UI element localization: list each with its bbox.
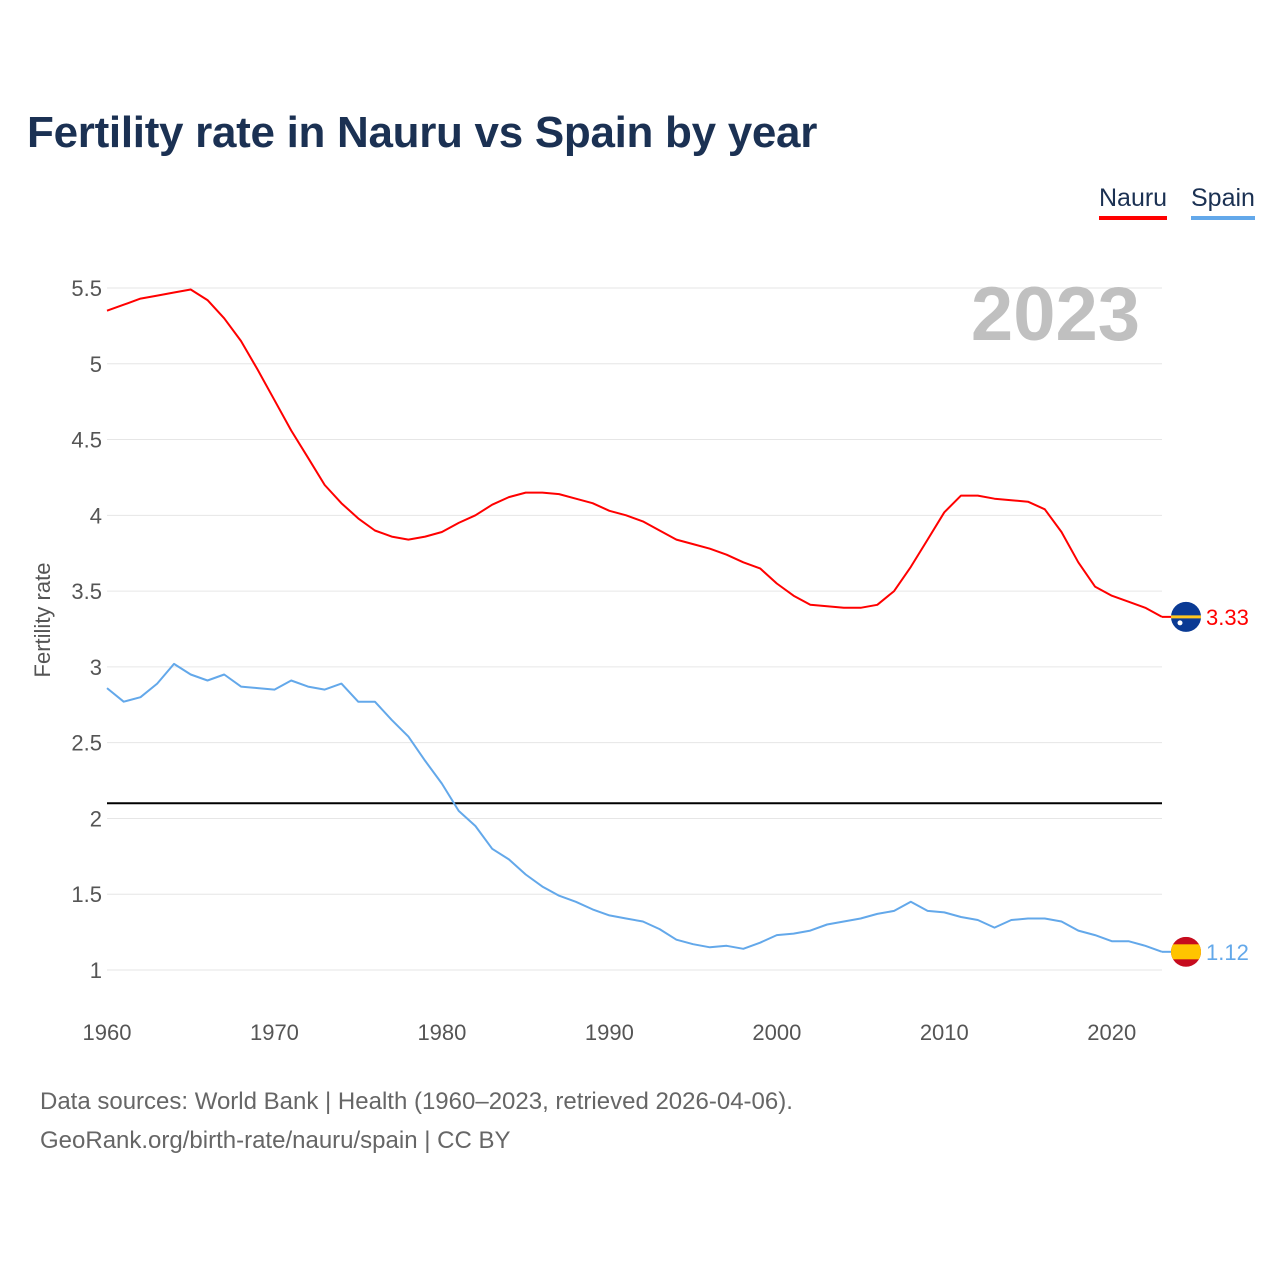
x-tick-label: 1960 bbox=[83, 1020, 132, 1045]
series-line-spain bbox=[106, 662, 1163, 953]
x-tick-label: 2010 bbox=[920, 1020, 969, 1045]
y-tick-label: 2.5 bbox=[71, 731, 102, 756]
chart-title: Fertility rate in Nauru vs Spain by year bbox=[27, 108, 818, 157]
end-value-label: 1.12 bbox=[1206, 940, 1249, 965]
legend-item-nauru[interactable]: Nauru bbox=[1099, 184, 1168, 220]
y-tick-label: 4.5 bbox=[71, 428, 102, 453]
series-line-nauru bbox=[106, 288, 1163, 618]
flag-stripe bbox=[1171, 615, 1201, 619]
y-tick-label: 5 bbox=[90, 352, 102, 377]
line-chart: 1 1.5 2 2.5 3 3.5 4 4.5 5 5.5 1960 1970 1980 1990 200… bbox=[30, 272, 1249, 1045]
legend-item-spain[interactable]: Spain bbox=[1191, 184, 1255, 220]
y-tick-label: 1 bbox=[90, 958, 102, 983]
x-tick-label: 1970 bbox=[250, 1020, 299, 1045]
x-tick-label: 2000 bbox=[752, 1020, 801, 1045]
nauru-flag-icon bbox=[1171, 601, 1201, 632]
end-value-label: 3.33 bbox=[1206, 605, 1249, 630]
y-tick-label: 3.5 bbox=[71, 579, 102, 604]
x-tick-label: 2020 bbox=[1087, 1020, 1136, 1045]
flag-yellow bbox=[1171, 944, 1201, 960]
y-tick-label: 1.5 bbox=[71, 882, 102, 907]
flag-star bbox=[1177, 620, 1183, 626]
x-tick-label: 1980 bbox=[417, 1020, 466, 1045]
y-tick-label: 3 bbox=[90, 655, 102, 680]
y-tick-label: 2 bbox=[90, 806, 102, 831]
y-axis-label: Fertility rate bbox=[30, 563, 55, 678]
data-sources: Data sources: World Bank | Health (1960–… bbox=[40, 1088, 793, 1115]
y-tick-label: 5.5 bbox=[71, 276, 102, 301]
attribution-link[interactable]: GeoRank.org/birth-rate/nauru/spain | CC … bbox=[40, 1127, 511, 1154]
year-label: 2023 bbox=[971, 272, 1140, 357]
flag-body bbox=[1171, 936, 1201, 967]
y-tick-label: 4 bbox=[90, 503, 102, 528]
spain-flag-icon bbox=[1171, 936, 1201, 967]
x-tick-label: 1990 bbox=[585, 1020, 634, 1045]
